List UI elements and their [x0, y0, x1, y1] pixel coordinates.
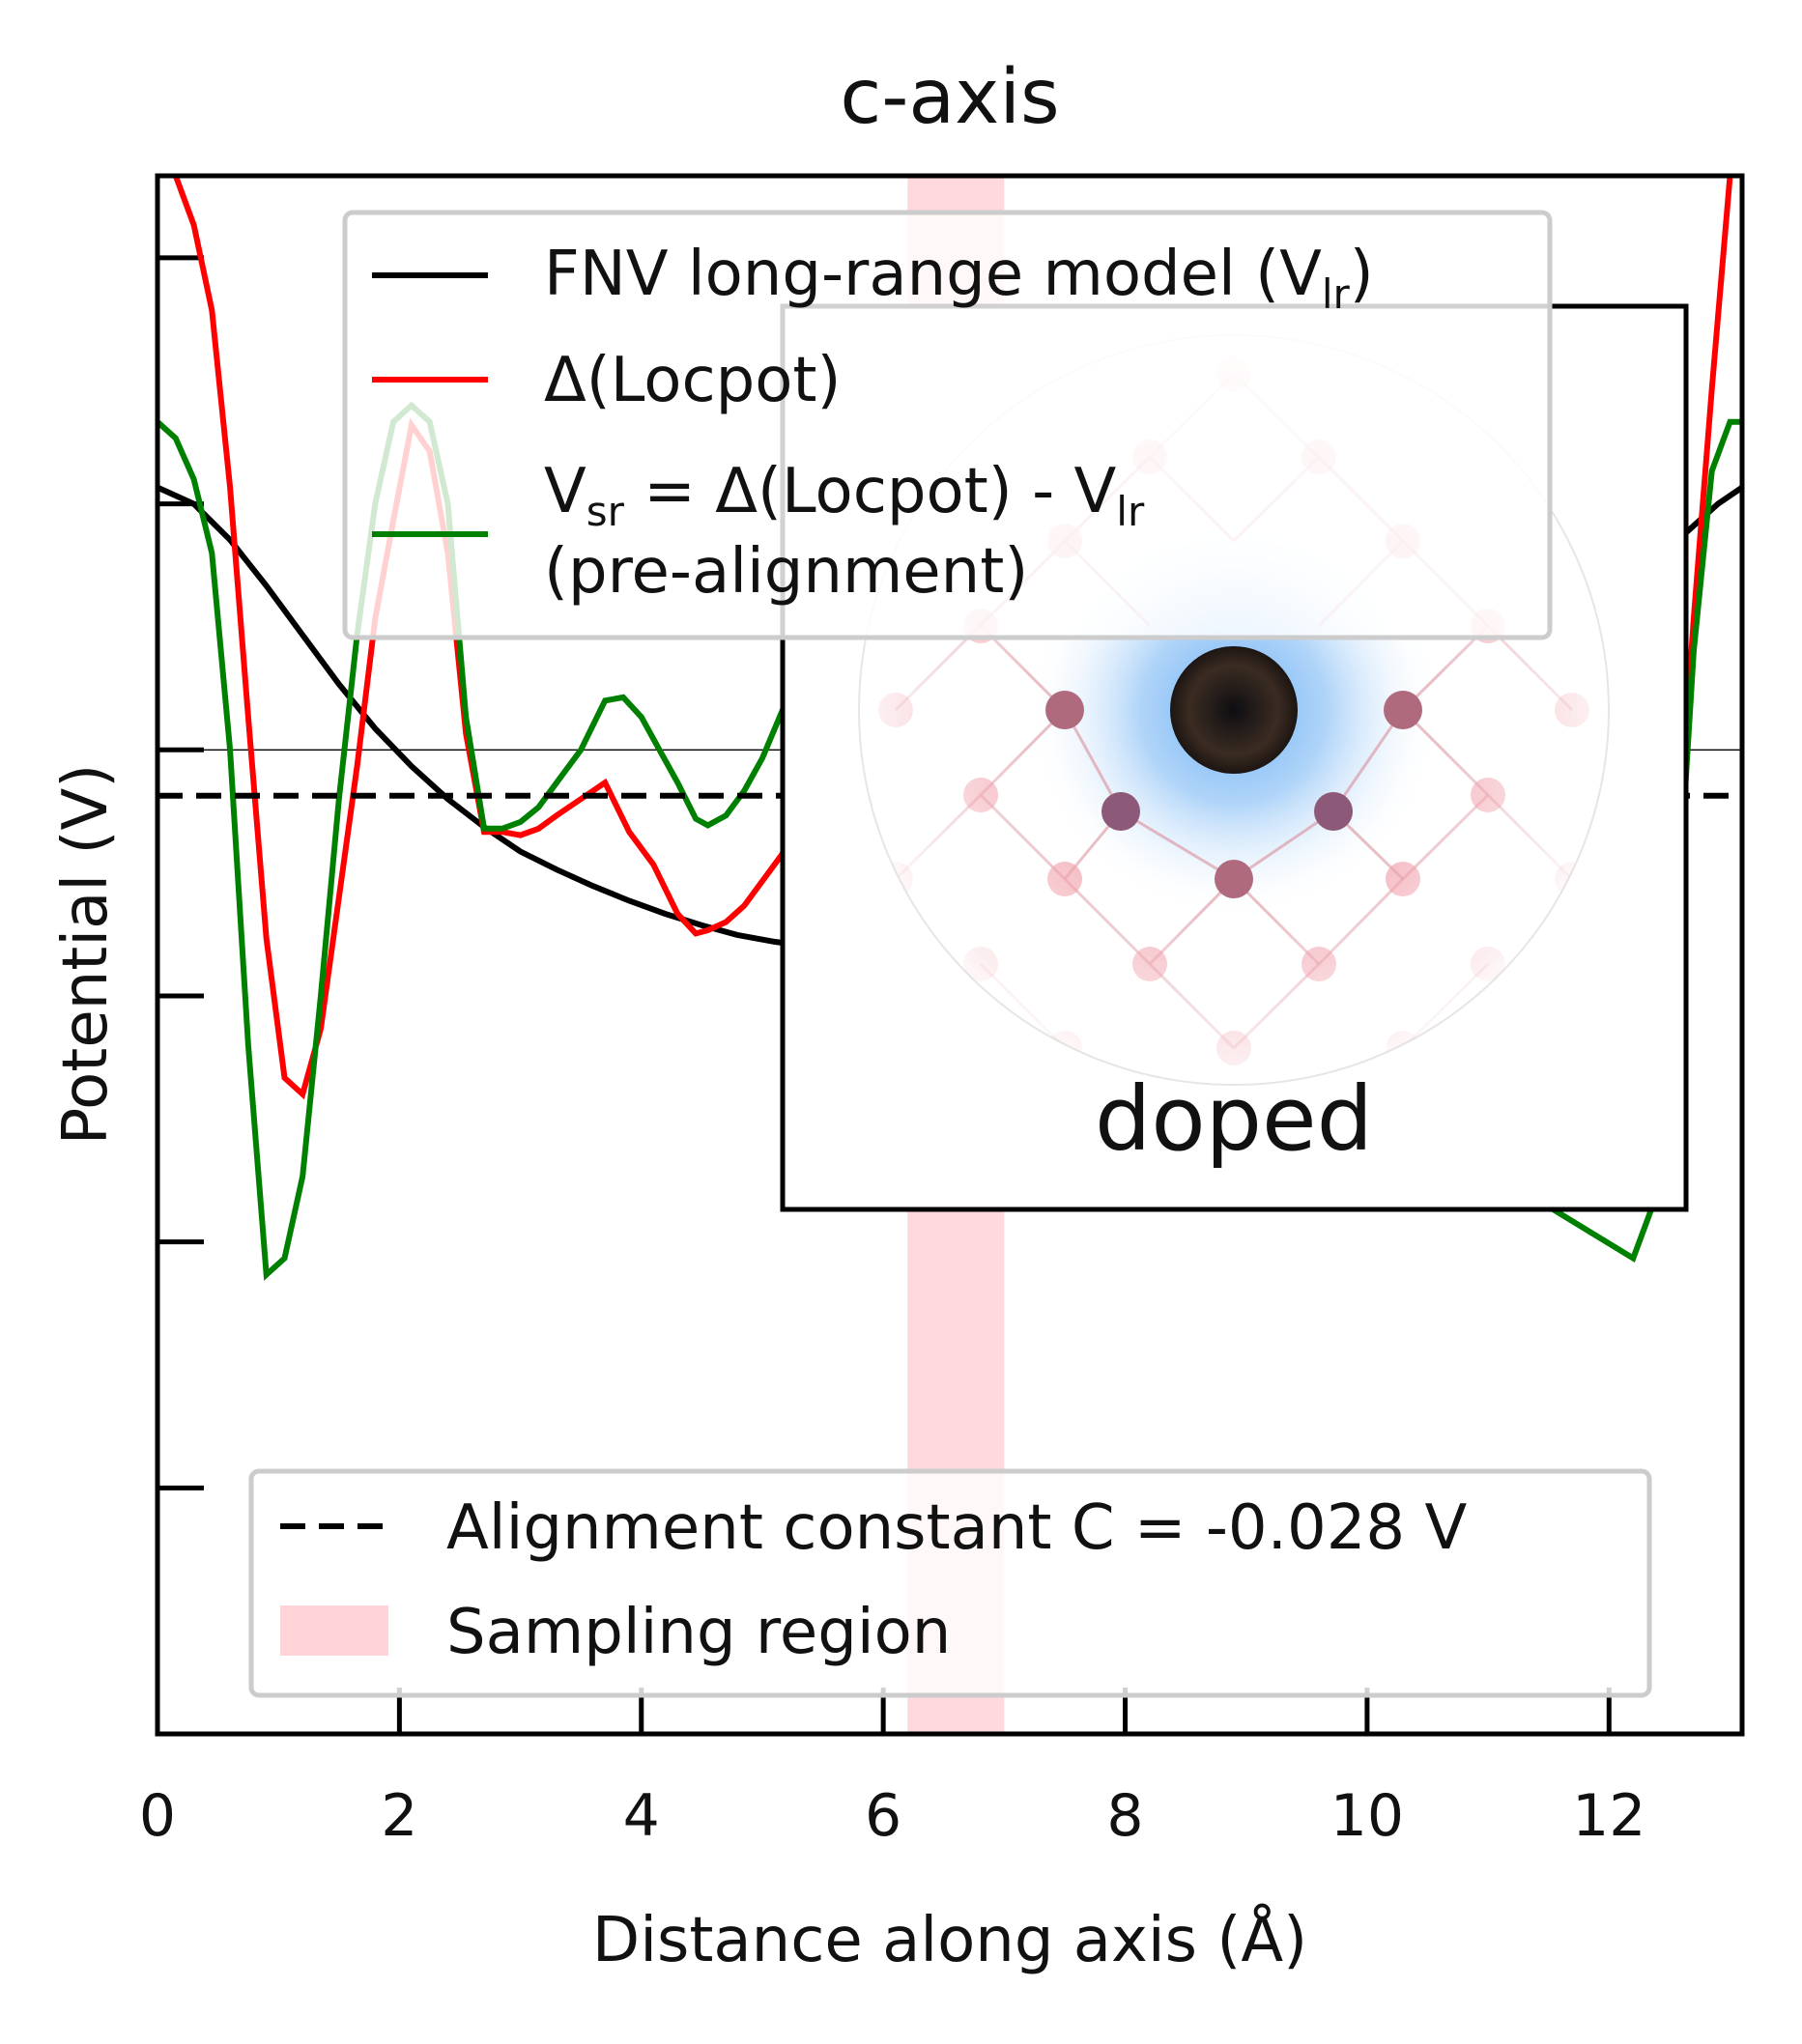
x-axis-ticks: 0 2 4 6 8 10 12 [139, 1688, 1645, 1850]
legend-label-locpot: Δ(Locpot) [544, 345, 841, 416]
inset-label: doped [1095, 1067, 1373, 1171]
x-tick-label: 12 [1572, 1782, 1645, 1850]
x-tick-label: 8 [1106, 1782, 1143, 1850]
legend-label-alignment: Alignment constant C = -0.028 V [446, 1492, 1467, 1564]
legend-label-vsr-line2: (pre-alignment) [544, 536, 1028, 608]
x-tick-label: 0 [139, 1782, 176, 1850]
legend-lower: Alignment constant C = -0.028 V Sampling… [248, 1468, 1652, 1698]
legend-upper: FNV long-range model (Vlr) Δ(Locpot) Vsr… [342, 210, 1553, 640]
chart-title: c-axis [840, 54, 1059, 141]
plot-frame [155, 173, 1745, 1737]
legend-label-vsr: Vsr = Δ(Locpot) - Vlr [544, 456, 1145, 535]
x-tick-label: 6 [865, 1782, 901, 1850]
y-axis-ticks [157, 255, 204, 1737]
y-axis-label: Potential (V) [50, 764, 122, 1145]
x-tick-label: 4 [623, 1782, 660, 1850]
x-tick-label: 10 [1330, 1782, 1404, 1850]
legend-swatch-sampling [280, 1605, 388, 1656]
x-axis-label: Distance along axis (Å) [592, 1903, 1307, 1976]
legend-label-fnv: FNV long-range model (Vlr) [544, 239, 1374, 318]
dopant-atom-icon [1170, 646, 1298, 774]
x-tick-label: 2 [381, 1782, 417, 1850]
legend-label-sampling: Sampling region [446, 1597, 951, 1668]
